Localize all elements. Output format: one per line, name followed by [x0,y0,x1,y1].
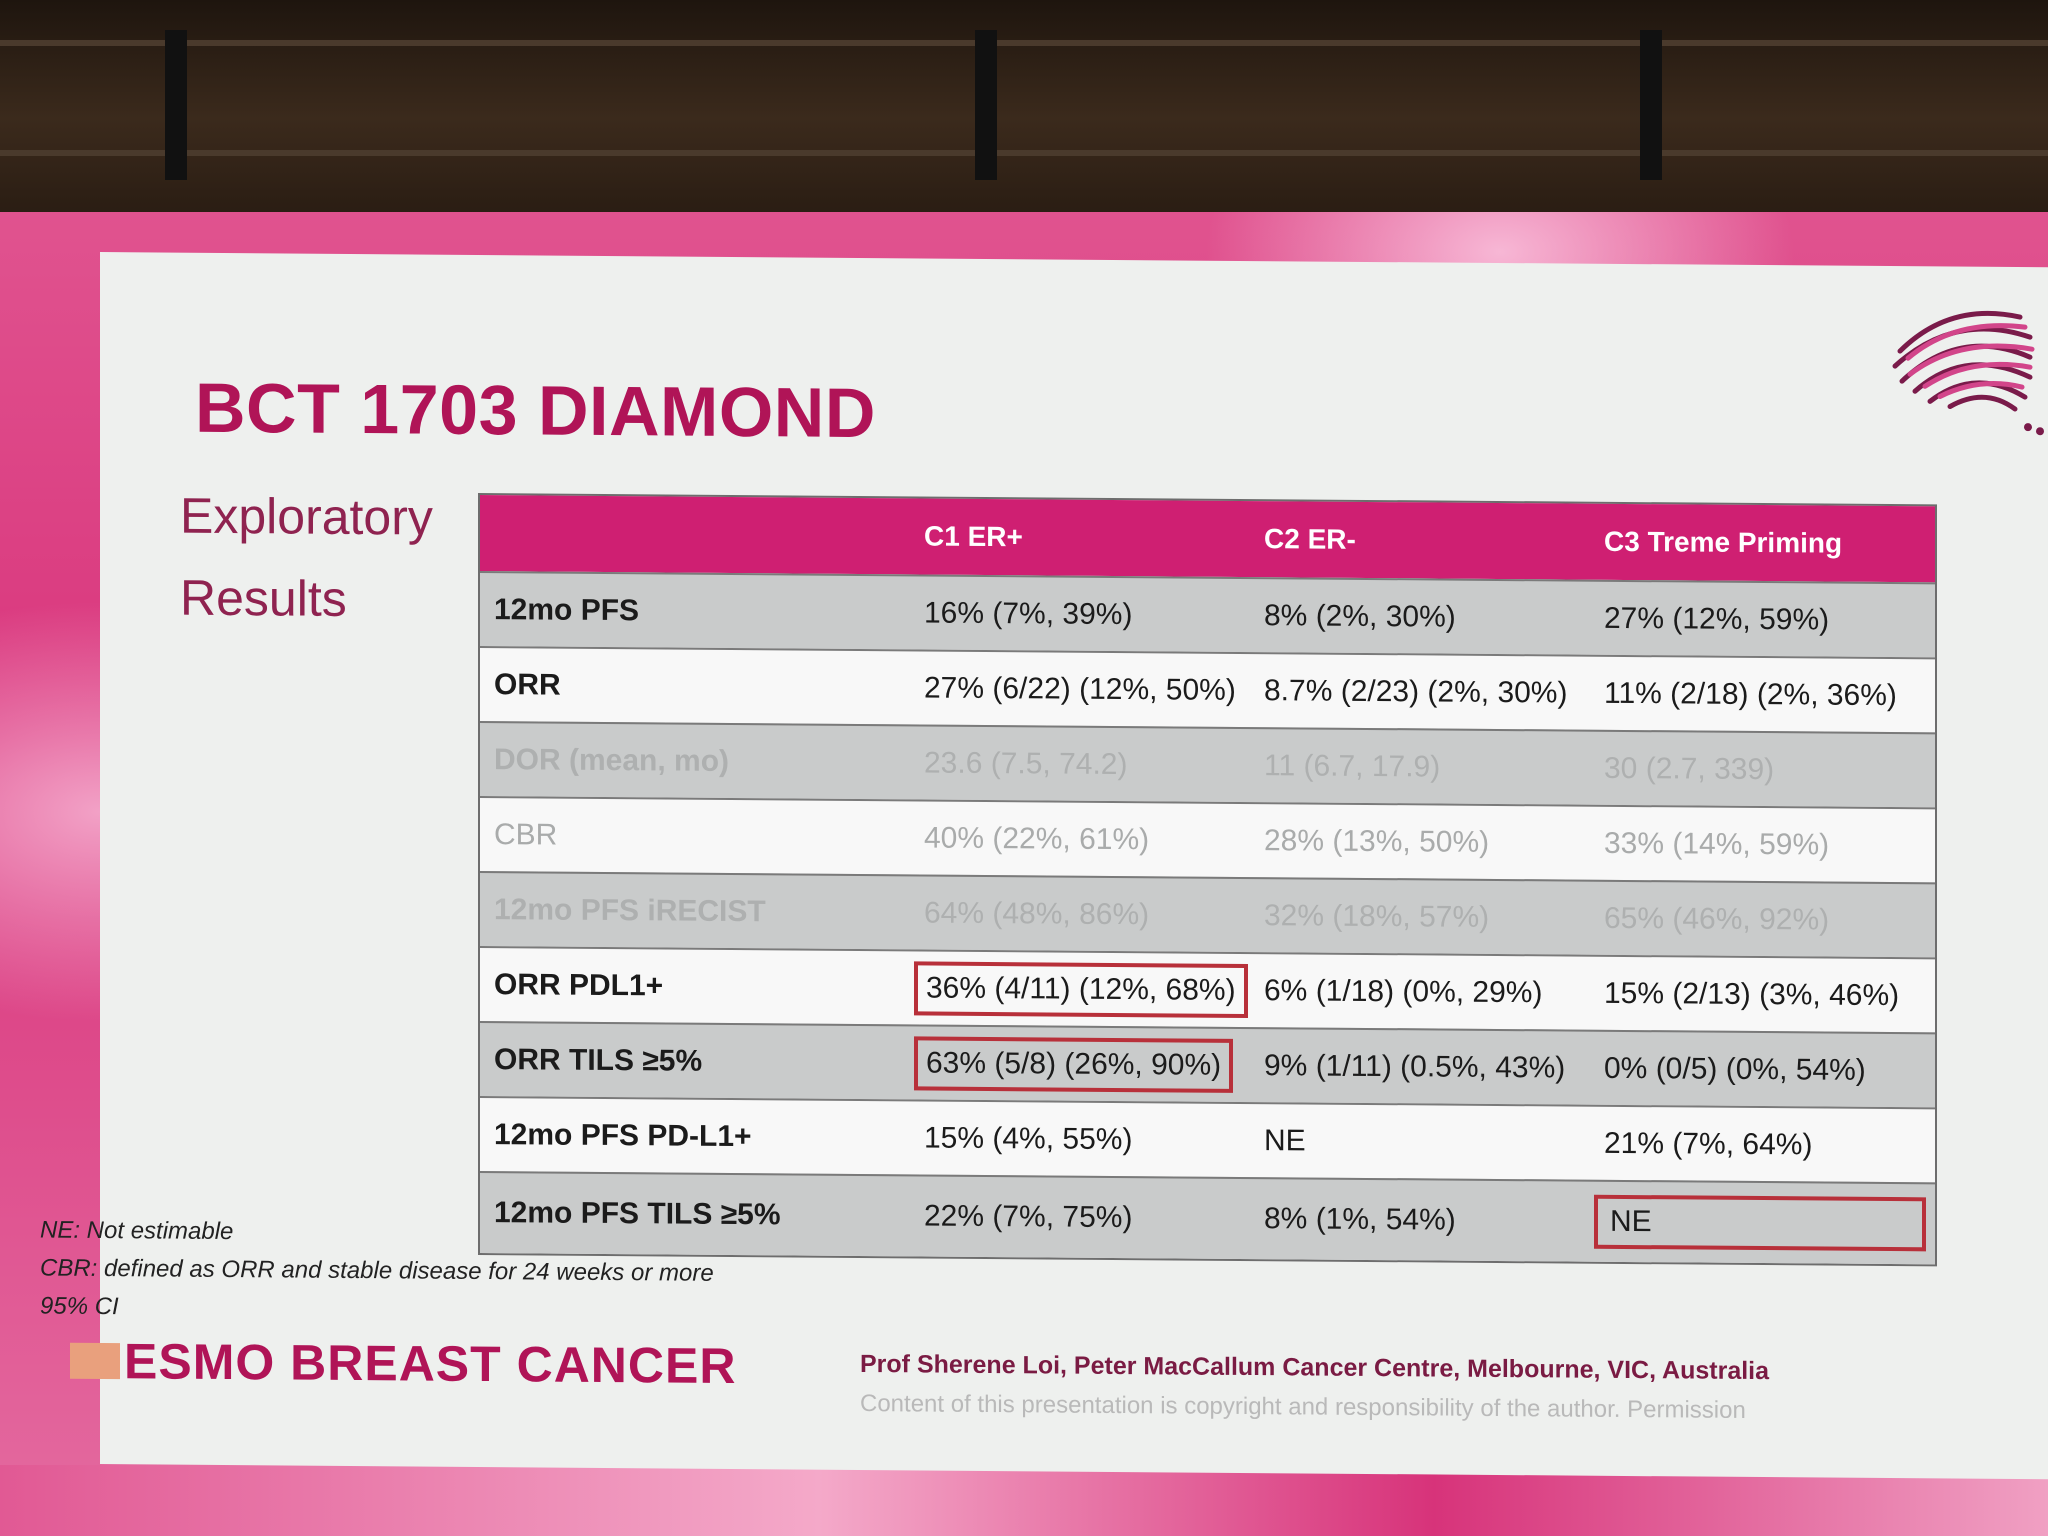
cell-c3: NE [1590,1194,1935,1252]
cell-c1: 36% (4/11) (12%, 68%) [910,960,1250,1018]
table-row: 12mo PFS PD-L1+ 15% (4%, 55%) NE 21% (7%… [480,1095,1935,1183]
header-cell-c3: C3 Treme Priming [1604,525,1843,559]
row-label: 12mo PFS iRECIST [494,892,766,928]
header-cell-c1: C1 ER+ [924,520,1023,553]
subtitle-line: Exploratory [180,487,433,546]
table-row: 12mo PFS 16% (7%, 39%) 8% (2%, 30%) 27% … [480,570,1935,658]
highlight-box: NE [1594,1194,1926,1252]
table-row: DOR (mean, mo) 23.6 (7.5, 74.2) 11 (6.7,… [480,720,1935,808]
footnote: 95% CI [40,1292,119,1321]
cell-c3: 21% (7%, 64%) [1604,1126,1813,1161]
subtitle-line: Results [180,569,347,627]
cell-c3: 15% (2/13) (3%, 46%) [1604,976,1900,1012]
row-label: 12mo PFS [494,592,640,627]
row-label: CBR [494,817,558,852]
results-table: C1 ER+ C2 ER- C3 Treme Priming 12mo PFS … [478,492,1937,1267]
esmo-brand: ESMO BREAST CANCER [70,1332,736,1395]
brand-name: ESMO BREAST CANCER [124,1333,737,1394]
row-label: ORR TILS ≥5% [494,1042,703,1078]
stage-bottom-band [0,1465,2048,1536]
cell-c1: 63% (5/8) (26%, 90%) [910,1035,1250,1093]
cell-c3: 27% (12%, 59%) [1604,601,1830,637]
truss-beam [0,40,2048,46]
cell-c1: 16% (7%, 39%) [924,595,1133,631]
header-cell-c2: C2 ER- [1264,523,1356,555]
cell-c3: 11% (2/18) (2%, 36%) [1604,676,1897,712]
cell-c3: 30 (2.7, 339) [1604,751,1775,786]
table-row: 12mo PFS iRECIST 64% (48%, 86%) 32% (18%… [480,870,1935,958]
footnotes: NE: Not estimable CBR: defined as ORR an… [40,1212,714,1331]
row-label: DOR (mean, mo) [494,742,730,778]
row-label: ORR [494,667,561,702]
cell-c1: 22% (7%, 75%) [924,1199,1133,1235]
cell-c3: 65% (46%, 92%) [1604,901,1830,937]
highlight-box: 36% (4/11) (12%, 68%) [914,960,1248,1018]
cell-c2: 32% (18%, 57%) [1264,898,1490,934]
author-credit: Prof Sherene Loi, Peter MacCallum Cancer… [860,1349,1770,1386]
truss-post [975,30,997,180]
table-row: ORR 27% (6/22) (12%, 50%) 8.7% (2/23) (2… [480,645,1935,733]
cell-c1: 40% (22%, 61%) [924,820,1150,856]
truss-post [1640,30,1662,180]
cell-c3: 0% (0/5) (0%, 54%) [1604,1051,1866,1087]
cell-c2: 8% (2%, 30%) [1264,598,1456,634]
cell-c3: 33% (14%, 59%) [1604,826,1830,862]
table-row: ORR TILS ≥5% 63% (5/8) (26%, 90%) 9% (1/… [480,1020,1935,1108]
brand-swatch [70,1342,120,1380]
presentation-slide: BCT 1703 DIAMOND Exploratory Results C1 … [40,252,2048,1480]
cell-c1: 23.6 (7.5, 74.2) [924,745,1128,781]
footnote: CBR: defined as ORR and stable disease f… [40,1254,714,1287]
cell-c2: 11 (6.7, 17.9) [1264,748,1441,784]
row-label: ORR PDL1+ [494,967,664,1002]
table-header-row: C1 ER+ C2 ER- C3 Treme Priming [480,494,1935,583]
truss-beam [0,150,2048,156]
truss-post [165,30,187,180]
fingerprint-australia-icon [1892,310,2044,436]
table-row: CBR 40% (22%, 61%) 28% (13%, 50%) 33% (1… [480,795,1935,883]
highlight-box: 63% (5/8) (26%, 90%) [914,1035,1234,1093]
row-label: 12mo PFS PD-L1+ [494,1117,752,1153]
cell-c1: 15% (4%, 55%) [924,1120,1133,1156]
cell-c2: 28% (13%, 50%) [1264,823,1490,859]
cell-c1: 64% (48%, 86%) [924,895,1150,931]
table-row: ORR PDL1+ 36% (4/11) (12%, 68%) 6% (1/18… [480,945,1935,1033]
footnote: NE: Not estimable [40,1216,234,1246]
cell-c1: 27% (6/22) (12%, 50%) [924,670,1236,707]
cell-c2: NE [1264,1123,1306,1157]
cell-c2: 6% (1/18) (0%, 29%) [1264,973,1543,1009]
cell-c2: 9% (1/11) (0.5%, 43%) [1264,1048,1566,1085]
cell-c2: 8.7% (2/23) (2%, 30%) [1264,673,1568,710]
copyright-notice: Content of this presentation is copyrigh… [860,1389,1746,1424]
cell-c2: 8% (1%, 54%) [1264,1202,1456,1237]
header-cell [480,533,910,536]
slide-title: BCT 1703 DIAMOND [195,368,876,453]
ceiling-truss [0,0,2048,215]
slide-subtitle: Exploratory Results [180,475,470,641]
